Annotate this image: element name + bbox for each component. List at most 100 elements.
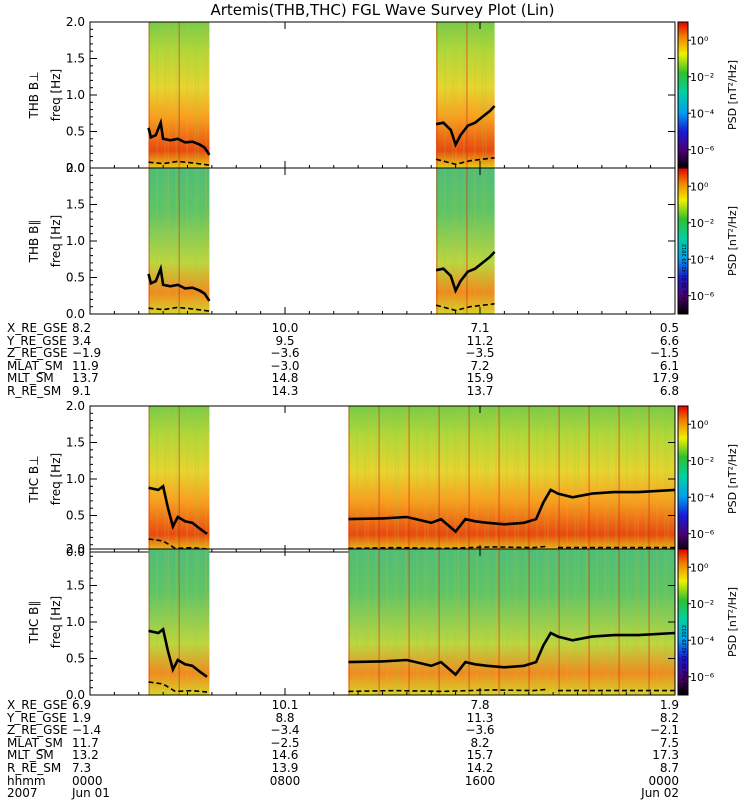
y-axis-label: freq [Hz] xyxy=(49,215,63,267)
ephemeris-value: −2.5 xyxy=(270,735,300,750)
data-band xyxy=(436,22,495,168)
ephemeris-first-value: 11.9 xyxy=(72,358,99,373)
ephemeris-first-value: 3.4 xyxy=(72,333,92,348)
ephemeris-value: 0000 xyxy=(648,773,679,788)
ephemeris-value: 6.6 xyxy=(659,333,679,348)
colorbar-tick-label: 10⁻⁶ xyxy=(690,290,715,303)
colorbar-tick-label: 10⁻⁶ xyxy=(690,528,715,541)
colorbar-tick-label: 10⁻² xyxy=(690,217,714,230)
colorbar: 10⁰ 10⁻² 10⁻⁴ 10⁻⁶ PSD [nT²/Hz] xyxy=(677,548,739,696)
colorbar-label: PSD [nT²/Hz] xyxy=(726,444,739,514)
ephemeris-value: 10.0 xyxy=(271,321,299,335)
dashed-frequency-curve xyxy=(148,681,675,693)
chart-title: Artemis(THB,THC) FGL Wave Survey Plot (L… xyxy=(210,1,555,19)
spectrogram-panel-3: 0.0 0.5 1.0 1.5 2.0 THC B⊥ freq [Hz] 10⁰ 10⁻² 10⁻… xyxy=(27,399,739,559)
ephemeris-value: 8.8 xyxy=(275,710,295,725)
ephemeris-value: 6.8 xyxy=(659,384,679,398)
dashed-frequency-curve xyxy=(148,157,495,166)
ephemeris-value: 1600 xyxy=(464,773,496,788)
ephemeris-value: −3.6 xyxy=(270,346,300,361)
ephemeris-value: −1.5 xyxy=(649,346,679,361)
colorbar-tick-label: 10⁻² xyxy=(690,598,714,611)
panel-label: THB B∥ xyxy=(27,220,41,264)
data-band xyxy=(348,406,675,552)
spectrogram-panel-1: 0.0 0.5 1.0 1.5 2.0 THB B⊥ freq [Hz] 10⁰ 10⁻² 10⁻… xyxy=(27,15,739,175)
ephemeris-value: 14.6 xyxy=(271,748,299,763)
colorbar-label: PSD [nT²/Hz] xyxy=(726,60,739,130)
colorbar-tick-label: 10⁻⁴ xyxy=(690,253,715,266)
ephemeris-label: Y_RE_GSE xyxy=(7,333,67,348)
panel-label: THC B∥ xyxy=(27,601,41,645)
ephemeris-value: −3.5 xyxy=(465,346,495,361)
ephemeris-first-value: −1.4 xyxy=(72,723,102,738)
y-tick-label: 1.0 xyxy=(66,472,85,486)
y-tick-label: 1.0 xyxy=(66,88,85,102)
ephemeris-first-value: 13.7 xyxy=(72,371,99,386)
ephemeris-first-value: 8.2 xyxy=(72,321,92,335)
ephemeris-value: 15.7 xyxy=(466,748,494,763)
colorbar: 10⁰ 10⁻² 10⁻⁴ 10⁻⁶ PSD [nT²/Hz] xyxy=(677,21,739,169)
y-tick-label: 0.5 xyxy=(66,125,85,139)
colorbar-tick-label: 10⁻⁴ xyxy=(690,634,715,647)
ephemeris-value: 7.5 xyxy=(659,735,679,750)
ephemeris-value: 6.1 xyxy=(659,358,679,373)
ephemeris-first-value: Jun 01 xyxy=(72,786,110,800)
y-tick-label: 0.0 xyxy=(66,161,85,175)
colorbar-tick-label: 10⁻⁶ xyxy=(690,671,715,684)
y-tick-label: 2.0 xyxy=(66,15,85,29)
ephemeris-value: 1.9 xyxy=(659,698,679,712)
thick-frequency-curve xyxy=(148,484,676,535)
y-tick-label: 0.0 xyxy=(66,688,85,702)
y-tick-label: 2.0 xyxy=(66,161,85,175)
ephemeris-value: 0.5 xyxy=(659,321,679,335)
ephemeris-value: 7.1 xyxy=(470,321,490,335)
y-axis-label: freq [Hz] xyxy=(49,69,63,121)
y-tick-label: 0.5 xyxy=(66,509,85,523)
ephemeris-label: MLT_SM xyxy=(7,748,54,763)
ephemeris-value: 13.7 xyxy=(466,384,494,398)
ephemeris-value: −2.1 xyxy=(649,723,679,738)
colorbar-tick-label: 10⁻² xyxy=(690,71,714,84)
y-tick-label: 2.0 xyxy=(66,399,85,413)
ephemeris-value: −3.4 xyxy=(270,723,300,738)
ephemeris-value: 7.2 xyxy=(470,358,490,373)
ephemeris-first-value: 9.1 xyxy=(72,384,92,398)
ephemeris-value: 11.3 xyxy=(466,710,494,725)
ephemeris-value: 14.8 xyxy=(271,371,299,386)
dashed-frequency-curve xyxy=(148,303,495,312)
y-tick-label: 1.5 xyxy=(66,436,85,450)
y-tick-label: 0.5 xyxy=(66,652,85,666)
ephemeris-first-value: 1.9 xyxy=(72,710,92,725)
ephemeris-value: 0800 xyxy=(269,773,301,788)
y-tick-label: 2.0 xyxy=(66,542,85,556)
ephemeris-first-value: 7.3 xyxy=(72,761,92,775)
ephemeris-value: 7.8 xyxy=(470,698,490,712)
colorbar-tick-label: 10⁰ xyxy=(690,418,709,431)
timestamp-stamp: Thu Aug 30 01:42:29 2012 xyxy=(682,244,688,312)
colorbar-tick-label: 10⁻² xyxy=(690,455,714,468)
ephemeris-value: 8.2 xyxy=(470,735,490,750)
ephemeris-value: −3.6 xyxy=(465,723,495,738)
y-tick-label: 0.0 xyxy=(66,545,85,559)
data-band xyxy=(348,549,675,695)
colorbar-label: PSD [nT²/Hz] xyxy=(726,587,739,657)
ephemeris-label: Z_RE_GSE xyxy=(7,346,68,361)
ephemeris-value: Jun 02 xyxy=(641,786,679,800)
ephemeris-value: 14.3 xyxy=(271,384,299,398)
ephemeris-label: R_RE_SM xyxy=(7,384,62,398)
ephemeris-label: 2007 xyxy=(7,786,38,800)
ephemeris-first-value: 6.9 xyxy=(72,698,92,712)
ephemeris-label: X_RE_GSE xyxy=(7,321,68,335)
thick-frequency-curve xyxy=(148,627,676,678)
ephemeris-value: 15.9 xyxy=(466,371,494,386)
thick-frequency-curve xyxy=(147,105,496,156)
y-tick-label: 1.5 xyxy=(66,579,85,593)
y-tick-label: 1.5 xyxy=(66,198,85,212)
colorbar-label: PSD [nT²/Hz] xyxy=(726,206,739,276)
y-tick-label: 1.5 xyxy=(66,52,85,66)
colorbar-tick-label: 10⁰ xyxy=(690,34,709,47)
ephemeris-value: 17.3 xyxy=(652,748,679,763)
ephemeris-first-value: 13.2 xyxy=(72,748,99,763)
ephemeris-first-value: 0000 xyxy=(72,773,103,788)
